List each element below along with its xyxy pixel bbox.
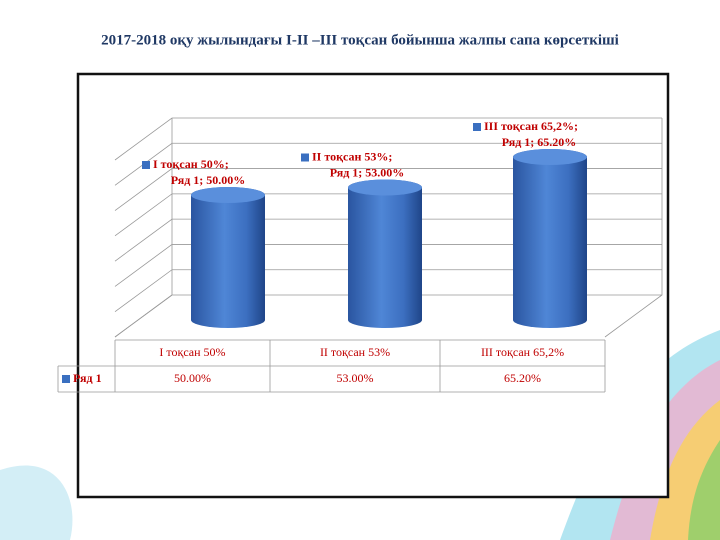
data-label-series: Ряд 1	[330, 165, 359, 179]
table-cell: 65.20%	[504, 371, 541, 385]
data-label-sep: ;	[574, 119, 578, 133]
grid-line	[114, 218, 662, 262]
data-label-sep: ;	[388, 149, 392, 163]
bar	[191, 187, 265, 328]
grid-line	[114, 117, 662, 161]
bar	[348, 179, 422, 328]
legend-label: Ряд 1	[73, 371, 102, 385]
bar-top	[513, 149, 587, 165]
grid-line	[114, 168, 662, 211]
data-label-value: 53.00%	[365, 165, 404, 179]
bar-top	[191, 187, 265, 203]
data-label-key	[473, 123, 481, 131]
data-label: Ряд 1; 65.20%	[502, 135, 577, 149]
data-label-value: 50.00%	[206, 173, 245, 187]
data-label-category: I тоқсан 50%	[153, 157, 225, 171]
grid-line	[114, 244, 662, 287]
table-header: II тоқсан 53%	[320, 345, 390, 359]
data-label: II тоқсан 53%;	[312, 149, 392, 163]
chart-title: 2017-2018 оқу жылындағы I-II –III тоқсан…	[101, 32, 619, 48]
table-cell: 53.00%	[337, 371, 374, 385]
legend-key	[62, 375, 70, 383]
data-label-value: 65.20%	[537, 135, 576, 149]
data-label-sep: ;	[199, 173, 206, 187]
table-cell: 50.00%	[174, 371, 211, 385]
bar	[513, 149, 587, 328]
data-label-series: Ряд 1	[171, 173, 200, 187]
bar-top	[348, 179, 422, 196]
data-label-category: III тоқсан 65,2%	[484, 119, 574, 133]
grid-line	[114, 269, 662, 313]
data-label-key	[301, 153, 309, 162]
data-label-sep: ;	[358, 165, 365, 179]
grid-line	[114, 142, 662, 186]
table-header: III тоқсан 65,2%	[481, 345, 564, 359]
table-header: I тоқсан 50%	[159, 345, 225, 359]
data-table: I тоқсан 50% 50.00% II тоқсан 53% 53.00% III…	[57, 339, 606, 393]
data-label-category: II тоқсан 53%	[312, 149, 388, 163]
data-label-sep: ;	[225, 157, 229, 171]
data-label: Ряд 1; 53.00%	[330, 165, 405, 179]
data-label-series: Ряд 1	[502, 135, 531, 149]
grid-line	[114, 294, 173, 338]
data-label-key	[142, 161, 150, 169]
grid-line	[114, 193, 662, 237]
table-lines	[57, 339, 606, 393]
data-label: III тоқсан 65,2%;	[484, 119, 578, 133]
data-label: Ряд 1; 50.00%	[171, 173, 246, 187]
data-label: I тоқсан 50%;	[153, 157, 229, 171]
data-label-sep: ;	[530, 135, 537, 149]
